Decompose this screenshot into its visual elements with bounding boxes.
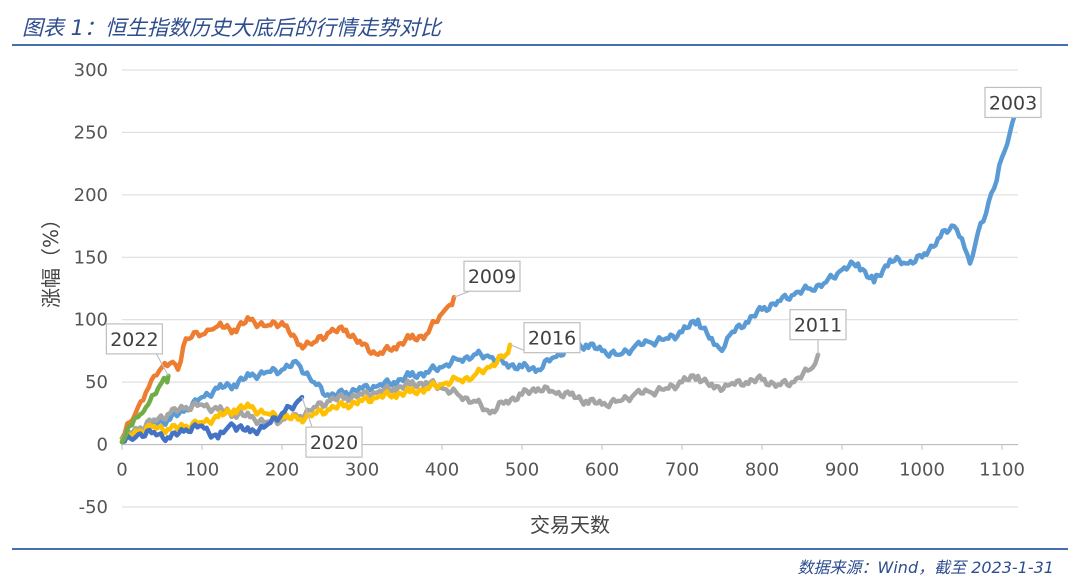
- x-tick-label-7: 700: [665, 460, 699, 481]
- x-tick-label-10: 1000: [899, 460, 945, 481]
- callout-box-2003: [984, 86, 1042, 119]
- callout-box-2009: [463, 260, 521, 292]
- callout-label-2020: 2020: [310, 432, 358, 454]
- x-tick-label-3: 300: [345, 460, 379, 481]
- callout-label-2009: 2009: [468, 266, 516, 288]
- grid-lines: [122, 69, 1018, 508]
- y-tick-label-3: 100: [74, 310, 108, 331]
- axes: -50 0 50 100 150 200 250 300 0 100 200 300 400 500 600…: [74, 60, 1025, 518]
- x-tick-label-6: 600: [585, 460, 619, 481]
- x-tick-label-11: 1100: [979, 460, 1025, 481]
- x-tick-label-2: 200: [265, 460, 299, 481]
- callout-label-2003: 2003: [989, 92, 1037, 114]
- callout-leader-2020: [301, 396, 313, 428]
- callout-2003: 2003: [984, 86, 1042, 119]
- callout-label-2016: 2016: [528, 328, 576, 350]
- callout-2016: 2016: [509, 322, 581, 354]
- series-layer: [119, 115, 1017, 445]
- callout-layer: 2003 2009 2011 2016 2020 2022: [105, 86, 1042, 458]
- x-tick-label-0: 0: [116, 460, 127, 481]
- callout-box-2022: [105, 323, 164, 355]
- y-tick-label-6: 250: [74, 122, 108, 143]
- chart-title: 图表 1：恒生指数历史大底后的行情走势对比: [22, 16, 442, 40]
- y-axis-label: 涨幅（%）: [39, 209, 63, 308]
- y-tick-label-0: -50: [79, 497, 108, 518]
- x-tick-label-5: 500: [505, 460, 539, 481]
- y-tick-label-5: 200: [74, 185, 108, 206]
- bottom-rule: [12, 548, 1068, 550]
- top-rule: [12, 44, 1068, 46]
- callout-label-2011: 2011: [794, 315, 842, 337]
- callout-box-2011: [789, 309, 847, 341]
- callout-leader-2009: [453, 290, 471, 298]
- callout-box-2016: [523, 322, 581, 354]
- callout-label-2022: 2022: [110, 329, 158, 351]
- callout-2009: 2009: [453, 260, 521, 298]
- x-tick-label-9: 900: [825, 460, 859, 481]
- callout-box-2020: [305, 426, 363, 458]
- x-axis-label: 交易天数: [530, 513, 610, 537]
- series-line-2003: [119, 115, 1017, 441]
- x-tick-label-1: 100: [185, 460, 219, 481]
- series-line-2009: [119, 294, 457, 441]
- y-tick-label-1: 0: [97, 435, 108, 456]
- series-line-2016: [119, 342, 513, 444]
- y-tick-label-2: 50: [85, 372, 108, 393]
- y-tick-label-7: 300: [74, 60, 108, 81]
- series-line-2022: [119, 373, 171, 445]
- callout-2022: 2022: [105, 323, 169, 377]
- x-tick-label-8: 800: [745, 460, 779, 481]
- series-line-2020: [119, 394, 305, 445]
- callout-2020: 2020: [301, 396, 363, 458]
- x-tick-label-4: 400: [425, 460, 459, 481]
- series-line-2011: [119, 352, 821, 441]
- y-tick-label-4: 150: [74, 247, 108, 268]
- callout-leader-2022: [155, 353, 169, 377]
- data-source: 数据来源：Wind，截至 2023-1-31: [797, 558, 1054, 577]
- callout-2011: 2011: [789, 309, 847, 355]
